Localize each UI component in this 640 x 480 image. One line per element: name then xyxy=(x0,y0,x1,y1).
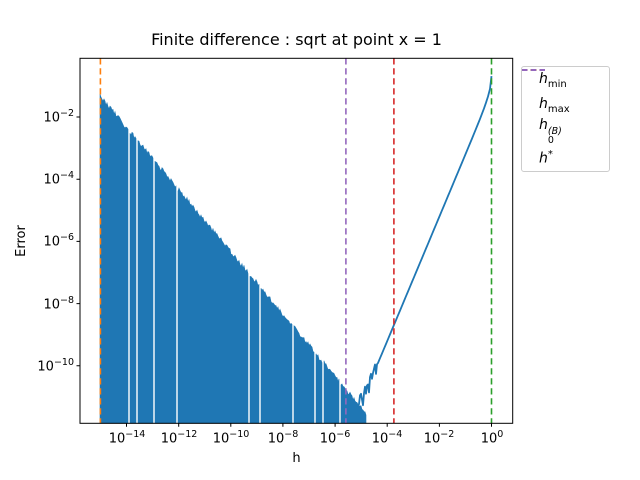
noise-fill-run xyxy=(323,360,340,424)
noise-fill-run xyxy=(293,325,315,424)
x-tick-label: 10−10 xyxy=(212,429,250,447)
noise-fill-run xyxy=(260,288,293,424)
legend-dash-icon-h_star xyxy=(522,69,548,71)
axes-frame xyxy=(79,57,514,424)
chart-title: Finite difference : sqrt at point x = 1 xyxy=(151,30,442,49)
noise-fill-run xyxy=(249,276,260,424)
legend-label-h_star: h* xyxy=(539,148,553,167)
x-tick-label: 100 xyxy=(480,429,504,447)
x-tick-label: 10−4 xyxy=(371,429,403,447)
y-tick-label: 10−4 xyxy=(43,170,74,188)
error-line xyxy=(357,75,493,408)
noise-fill-run xyxy=(129,131,137,424)
x-tick-label: 10−6 xyxy=(319,429,351,447)
noise-fill-run xyxy=(137,140,154,424)
error-curve xyxy=(357,75,493,408)
y-tick-label: 10−6 xyxy=(43,232,74,250)
legend-label-h_min: hmin xyxy=(539,70,567,90)
noise-fill-run xyxy=(315,353,323,424)
noise-fill-run xyxy=(154,161,177,424)
noise-fill-run xyxy=(177,187,249,424)
y-tick-label: 10−2 xyxy=(43,108,74,126)
tick-marks xyxy=(76,116,492,427)
y-tick-label: 10−8 xyxy=(43,295,74,313)
plot-spines xyxy=(79,57,514,424)
y-tick-label: 10−10 xyxy=(37,357,74,375)
legend-label-h_0_B: h (B) 0 xyxy=(539,117,562,146)
x-tick-label: 10−2 xyxy=(423,429,455,447)
noise-region xyxy=(99,94,367,424)
noise-fill-run xyxy=(99,94,129,424)
x-tick-label: 10−12 xyxy=(160,429,198,447)
axis-vlines xyxy=(99,58,493,424)
legend-item-h_star: h* xyxy=(522,69,609,169)
legend: hmin hmax h (B) 0 h* xyxy=(521,66,610,172)
noise-fill-run xyxy=(340,383,367,424)
x-axis-label: h xyxy=(292,451,301,466)
legend-label-h_max: hmax xyxy=(539,95,570,115)
x-tick-label: 10−14 xyxy=(108,429,146,447)
axis-ticks xyxy=(76,116,492,427)
legend-item-h_0_B: h (B) 0 xyxy=(522,69,609,146)
legend-item-h_max: hmax xyxy=(522,69,609,119)
x-tick-label: 10−8 xyxy=(267,429,299,447)
